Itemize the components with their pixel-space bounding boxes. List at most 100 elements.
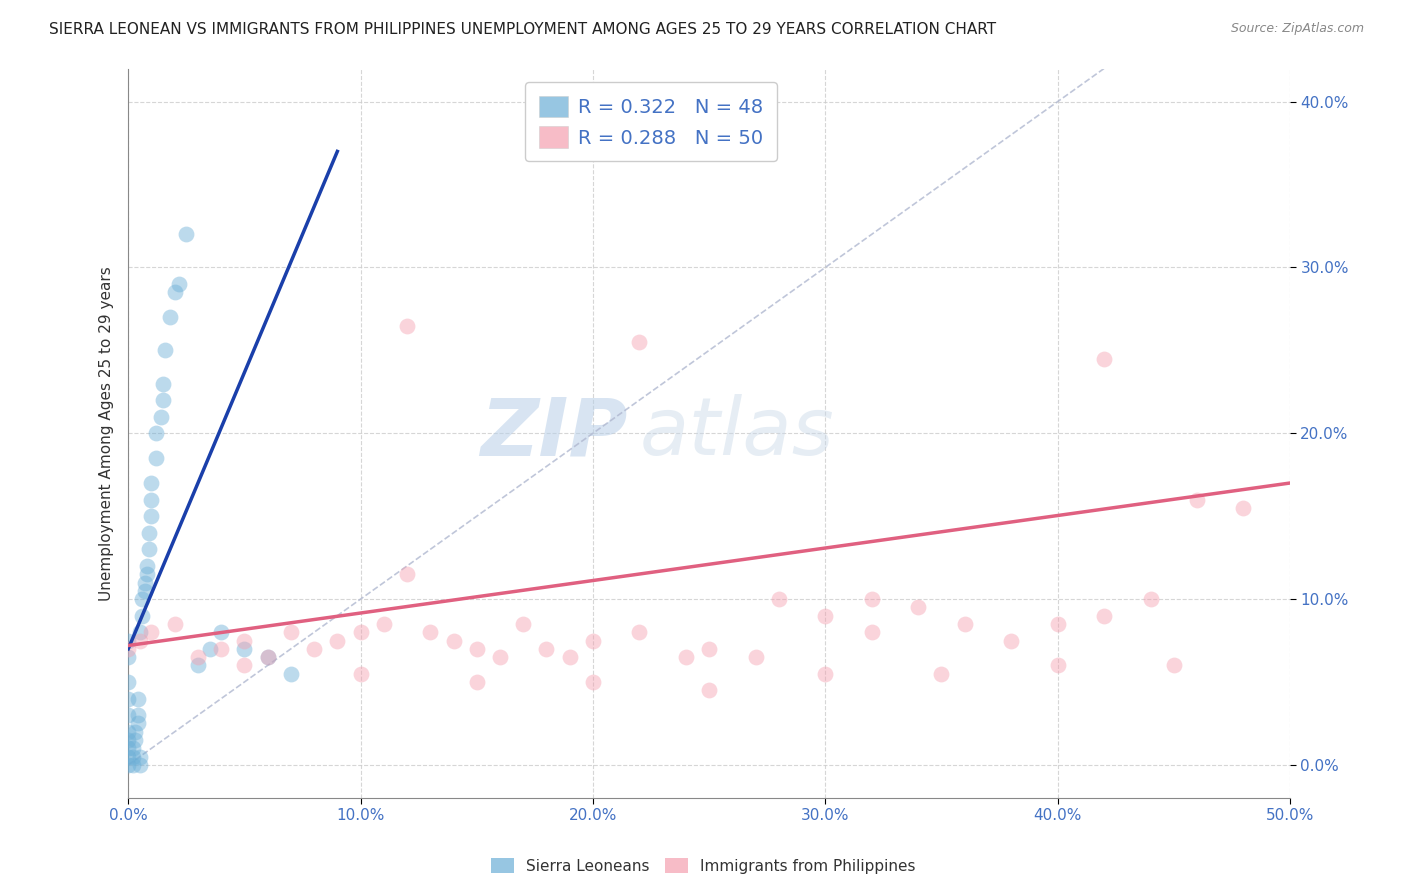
Point: [280, 625, 302, 640]
Point: [302, 641, 325, 656]
Point: [396, 567, 419, 582]
Point: [117, 758, 139, 772]
Point: [187, 658, 209, 673]
Point: [198, 641, 221, 656]
Point: [628, 625, 651, 640]
Point: [134, 575, 156, 590]
Point: [117, 749, 139, 764]
Point: [138, 542, 160, 557]
Point: [135, 558, 157, 573]
Point: [931, 666, 953, 681]
Point: [117, 733, 139, 747]
Point: [128, 758, 150, 772]
Point: [141, 509, 163, 524]
Point: [349, 625, 371, 640]
Point: [1046, 617, 1069, 632]
Y-axis label: Unemployment Among Ages 25 to 29 years: Unemployment Among Ages 25 to 29 years: [100, 266, 114, 600]
Point: [159, 310, 181, 325]
Legend: R = 0.322   N = 48, R = 0.288   N = 50: R = 0.322 N = 48, R = 0.288 N = 50: [526, 82, 776, 161]
Point: [117, 708, 139, 723]
Text: ZIP: ZIP: [481, 394, 627, 472]
Point: [152, 393, 174, 408]
Point: [117, 633, 139, 648]
Point: [209, 641, 232, 656]
Point: [1185, 492, 1208, 507]
Point: [127, 708, 149, 723]
Point: [860, 625, 883, 640]
Point: [145, 426, 167, 441]
Text: atlas: atlas: [640, 394, 834, 472]
Point: [697, 641, 720, 656]
Point: [280, 666, 302, 681]
Point: [628, 335, 651, 350]
Point: [233, 658, 256, 673]
Point: [209, 625, 232, 640]
Point: [1092, 351, 1115, 366]
Legend: Sierra Leoneans, Immigrants from Philippines: Sierra Leoneans, Immigrants from Philipp…: [485, 852, 921, 880]
Point: [1092, 608, 1115, 623]
Point: [145, 451, 167, 466]
Point: [141, 492, 163, 507]
Point: [582, 633, 605, 648]
Point: [187, 650, 209, 665]
Point: [489, 650, 512, 665]
Point: [907, 600, 929, 615]
Point: [128, 749, 150, 764]
Point: [465, 641, 488, 656]
Point: [326, 633, 349, 648]
Point: [152, 376, 174, 391]
Point: [373, 617, 395, 632]
Point: [128, 633, 150, 648]
Point: [128, 625, 150, 640]
Point: [1163, 658, 1185, 673]
Point: [122, 749, 145, 764]
Text: SIERRA LEONEAN VS IMMIGRANTS FROM PHILIPPINES UNEMPLOYMENT AMONG AGES 25 TO 29 Y: SIERRA LEONEAN VS IMMIGRANTS FROM PHILIP…: [49, 22, 997, 37]
Point: [349, 666, 371, 681]
Point: [860, 592, 883, 607]
Point: [396, 318, 419, 333]
Point: [443, 633, 465, 648]
Point: [419, 625, 441, 640]
Point: [233, 641, 256, 656]
Point: [675, 650, 697, 665]
Point: [953, 617, 976, 632]
Point: [127, 691, 149, 706]
Point: [744, 650, 766, 665]
Point: [1000, 633, 1022, 648]
Point: [117, 641, 139, 656]
Point: [124, 724, 146, 739]
Point: [768, 592, 790, 607]
Point: [124, 733, 146, 747]
Text: Source: ZipAtlas.com: Source: ZipAtlas.com: [1230, 22, 1364, 36]
Point: [149, 409, 172, 424]
Point: [814, 666, 837, 681]
Point: [163, 285, 186, 300]
Point: [256, 650, 278, 665]
Point: [131, 608, 153, 623]
Point: [122, 758, 145, 772]
Point: [582, 675, 605, 690]
Point: [233, 633, 256, 648]
Point: [163, 617, 186, 632]
Point: [127, 716, 149, 731]
Point: [465, 675, 488, 690]
Point: [117, 675, 139, 690]
Point: [1139, 592, 1161, 607]
Point: [1232, 500, 1254, 515]
Point: [558, 650, 581, 665]
Point: [141, 476, 163, 491]
Point: [117, 691, 139, 706]
Point: [814, 608, 837, 623]
Point: [131, 592, 153, 607]
Point: [138, 525, 160, 540]
Point: [169, 277, 191, 291]
Point: [536, 641, 558, 656]
Point: [512, 617, 534, 632]
Point: [117, 724, 139, 739]
Point: [256, 650, 278, 665]
Point: [135, 567, 157, 582]
Point: [122, 741, 145, 756]
Point: [141, 625, 163, 640]
Point: [117, 650, 139, 665]
Point: [697, 683, 720, 698]
